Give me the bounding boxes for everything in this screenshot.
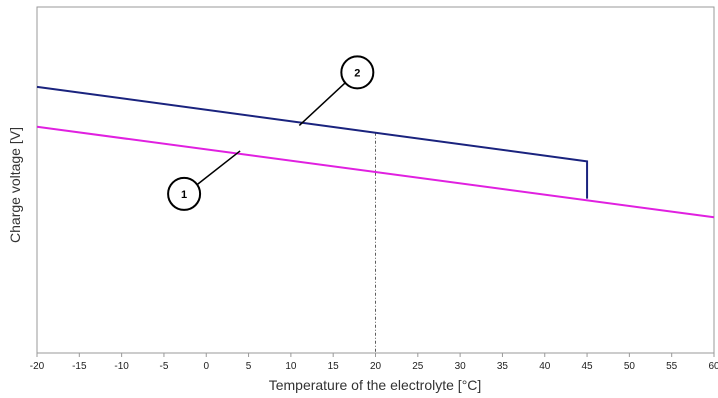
x-tick-label: 15 <box>328 361 340 372</box>
x-tick-label: 40 <box>539 361 551 372</box>
series-2-line <box>36 85 589 199</box>
x-tick-label: 25 <box>412 361 424 372</box>
callout-1-label: 1 <box>181 189 187 201</box>
x-axis: -20 -15 -10 -5 0 5 10 15 20 25 30 35 40 45 50 55 60 <box>30 353 718 372</box>
callout-2-label: 2 <box>354 67 360 79</box>
x-tick-label: -10 <box>114 361 129 372</box>
x-tick-label: 35 <box>497 361 509 372</box>
x-tick-label: 5 <box>246 361 252 372</box>
series-layer <box>36 85 715 219</box>
x-tick-label: 10 <box>285 361 297 372</box>
x-tick-label: -5 <box>159 361 168 372</box>
x-tick-label: 55 <box>666 361 678 372</box>
x-tick-label: 50 <box>624 361 636 372</box>
x-tick-label: 0 <box>203 361 209 372</box>
x-tick-label: -20 <box>30 361 45 372</box>
x-tick-label: 45 <box>582 361 594 372</box>
x-tick-label: -15 <box>72 361 87 372</box>
x-tick-label: 20 <box>370 361 382 372</box>
callout-2-leader <box>298 82 346 126</box>
callout-1-leader <box>196 150 241 186</box>
x-axis-title: Temperature of the electrolyte [°C] <box>269 377 482 393</box>
series-1-line <box>36 125 715 219</box>
y-axis-title: Charge voltage [V] <box>7 127 23 243</box>
callout-2-circle <box>340 55 375 90</box>
callout-1-circle <box>167 176 202 211</box>
x-tick-label: 60 <box>708 361 718 372</box>
x-tick-label: 30 <box>455 361 467 372</box>
callout-layer: 12 <box>167 55 375 211</box>
